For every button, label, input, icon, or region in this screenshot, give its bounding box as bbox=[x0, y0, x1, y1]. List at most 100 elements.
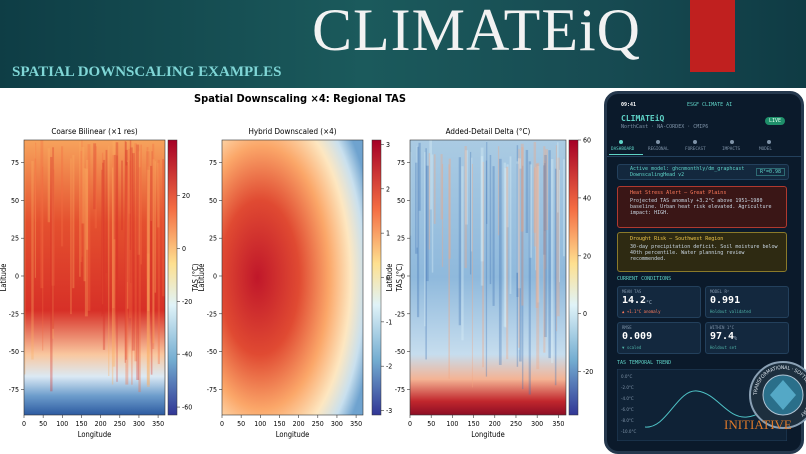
tab: REGIONAL bbox=[648, 147, 669, 152]
heatmap-texture bbox=[554, 168, 557, 386]
heatmap-texture bbox=[504, 168, 507, 328]
x-tick-label: 150 bbox=[75, 420, 87, 428]
heatmap-texture bbox=[425, 148, 427, 360]
tab-icon bbox=[619, 140, 623, 144]
metric-unit: % bbox=[734, 336, 738, 342]
heatmap-texture bbox=[146, 151, 150, 254]
heatmap-texture bbox=[128, 148, 131, 214]
trend-axis-label: -6.0°C bbox=[621, 407, 634, 413]
heatmap-texture bbox=[102, 159, 106, 350]
heatmap-texture bbox=[429, 140, 432, 210]
banner bbox=[0, 0, 806, 88]
heatmap-texture bbox=[127, 160, 129, 309]
section-title: CURRENT CONDITIONS bbox=[617, 276, 672, 282]
x-tick-label: 300 bbox=[133, 420, 145, 428]
heatmap-texture bbox=[152, 143, 155, 350]
heatmap-texture bbox=[102, 162, 104, 314]
heatmap-texture bbox=[557, 157, 560, 317]
heatmap-texture bbox=[543, 146, 546, 353]
x-tick-label: 200 bbox=[489, 420, 501, 428]
panel-title: Added-Detail Delta (°C) bbox=[446, 127, 531, 136]
heatmap-texture bbox=[113, 154, 116, 240]
y-tick-label: 25 bbox=[11, 235, 19, 243]
metric-value: 0.991 bbox=[710, 295, 741, 306]
heatmap-texture bbox=[470, 157, 473, 252]
heatmap-texture bbox=[448, 158, 451, 259]
x-tick-label: 0 bbox=[22, 420, 26, 428]
heatmap-texture bbox=[146, 147, 149, 279]
colorbar-label: TAS (°C) bbox=[395, 263, 404, 292]
heatmap-texture bbox=[558, 169, 561, 283]
heatmap-texture bbox=[416, 146, 420, 318]
y-tick-label: 75 bbox=[209, 159, 217, 167]
heatmap-texture bbox=[492, 166, 495, 306]
heatmap-texture bbox=[458, 157, 461, 326]
y-axis-label: Latitude bbox=[197, 264, 206, 292]
metric-card: RMSE 0.009 ▼ scaled bbox=[617, 322, 701, 354]
figure: Spatial Downscaling ×4: Regional TAS Coa… bbox=[0, 92, 593, 439]
plot-frame bbox=[221, 139, 364, 416]
x-tick-label: 50 bbox=[39, 420, 47, 428]
x-tick-label: 100 bbox=[446, 420, 458, 428]
heatmap-texture bbox=[521, 147, 524, 306]
live-badge: LIVE bbox=[765, 117, 786, 125]
colorbar-tick-label: 1 bbox=[386, 230, 390, 238]
y-axis-label: Latitude bbox=[0, 264, 8, 292]
heatmap-texture bbox=[150, 165, 153, 309]
colorbar-tick-label: 0 bbox=[182, 245, 186, 253]
colorbar-tick-label: -20 bbox=[182, 298, 192, 306]
y-tick-label: -50 bbox=[207, 348, 217, 356]
heatmap-texture bbox=[130, 147, 133, 283]
heatmap-texture bbox=[132, 153, 135, 351]
heatmap-texture bbox=[448, 164, 450, 379]
heatmap-texture bbox=[150, 151, 153, 375]
x-tick-label: 250 bbox=[312, 420, 324, 428]
heatmap-texture bbox=[410, 151, 412, 236]
x-tick-label: 350 bbox=[552, 420, 564, 428]
heatmap-texture bbox=[520, 143, 524, 232]
colorbar-tick-label: 20 bbox=[182, 192, 190, 200]
plot-frame bbox=[23, 139, 166, 416]
heatmap-texture bbox=[40, 140, 44, 289]
tab-icon bbox=[656, 140, 660, 144]
heatmap-texture bbox=[506, 164, 509, 228]
heatmap-texture bbox=[440, 154, 443, 220]
heatmap-texture bbox=[52, 147, 55, 329]
x-axis-label: Longitude bbox=[276, 430, 310, 439]
heatmap-texture bbox=[134, 143, 138, 362]
heatmap-texture bbox=[543, 163, 546, 232]
panel-title: Hybrid Downscaled (×4) bbox=[248, 127, 336, 136]
heatmap-texture bbox=[80, 150, 83, 262]
heatmap-texture bbox=[138, 167, 141, 393]
heatmap-texture bbox=[101, 169, 103, 317]
heatmap-texture bbox=[154, 161, 157, 293]
heatmap-texture bbox=[34, 158, 37, 219]
colorbar-tick-label: -20 bbox=[583, 368, 593, 376]
time: 09:41 bbox=[621, 102, 637, 108]
tab: MODEL bbox=[759, 147, 772, 152]
heatmap-texture bbox=[485, 160, 488, 377]
y-tick-label: 50 bbox=[209, 197, 217, 205]
title: CLIMATEiQ bbox=[312, 0, 641, 63]
metric-note: Holdout validated bbox=[710, 309, 751, 314]
heatmap-texture bbox=[51, 169, 55, 286]
heatmap-texture bbox=[518, 148, 520, 348]
colorbar-tick-label: -3 bbox=[386, 407, 392, 415]
heatmap-texture bbox=[87, 144, 91, 311]
plot-frame bbox=[409, 139, 567, 416]
heatmap-texture bbox=[94, 146, 97, 229]
heatmap-texture bbox=[535, 167, 537, 271]
alert-text: Projected TAS anomaly +3.2°C above 1951–… bbox=[630, 198, 772, 216]
figure-title: Spatial Downscaling ×4: Regional TAS bbox=[194, 92, 406, 105]
tab-bar: DASHBOARD REGIONAL FORECAST IMPACTS MODEL bbox=[607, 138, 801, 157]
tab-icon bbox=[693, 140, 697, 144]
colorbar-tick-label: 40 bbox=[583, 194, 591, 202]
heatmap-texture bbox=[146, 166, 150, 387]
heatmap-texture bbox=[137, 151, 140, 255]
colorbar-tick-label: -1 bbox=[386, 318, 392, 326]
heatmap-texture bbox=[506, 166, 509, 360]
panel-title: Coarse Bilinear (×1 res) bbox=[51, 127, 138, 136]
heatmap-texture bbox=[544, 160, 547, 270]
heatmap bbox=[222, 140, 363, 415]
tab-underline bbox=[609, 154, 643, 155]
